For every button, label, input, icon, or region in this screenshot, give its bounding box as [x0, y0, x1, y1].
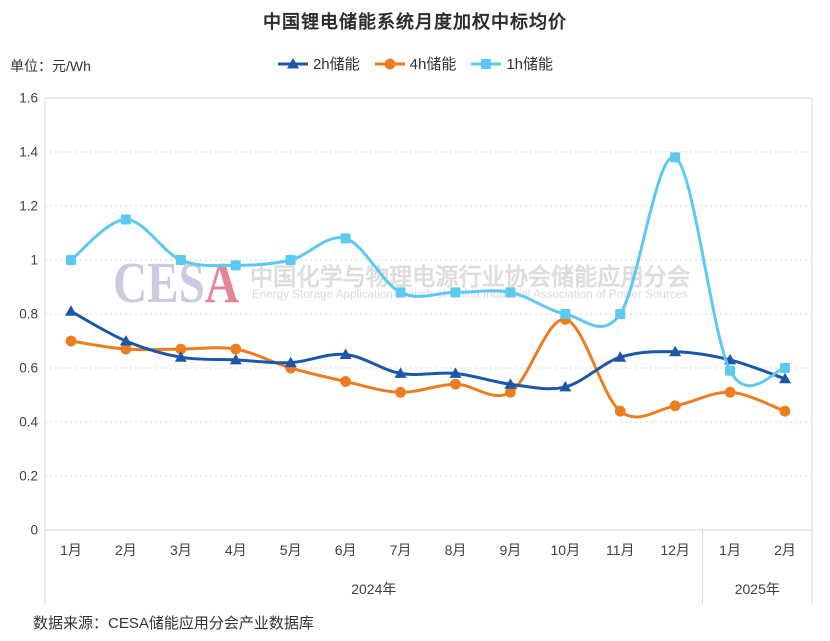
- data-point-circle: [669, 400, 681, 412]
- unit-label: 单位：元/Wh: [10, 58, 91, 74]
- data-point-circle: [340, 376, 352, 387]
- chart-title: 中国锂电储能系统月度加权中标均价: [263, 12, 567, 32]
- data-point-triangle: [614, 351, 627, 362]
- legend-4h-marker-icon: [374, 58, 405, 69]
- data-point-triangle: [559, 380, 572, 392]
- x-tick-label: 8月: [445, 542, 467, 558]
- series-2h: [65, 305, 791, 392]
- x-tick-label: 3月: [170, 542, 192, 558]
- x-tick-label: 6月: [335, 542, 357, 558]
- data-point-circle: [120, 343, 132, 355]
- year-group-label: 2024年: [351, 581, 396, 597]
- cesa-logo-text: CESA: [113, 250, 239, 315]
- data-point-square: [230, 260, 241, 271]
- legend-label: 2h储能: [312, 56, 360, 73]
- data-point-circle: [175, 343, 187, 355]
- data-point-square: [780, 363, 790, 373]
- x-tick-label: 1月: [719, 542, 741, 558]
- legend-1h-marker-icon: [471, 58, 502, 69]
- price-line-chart: 0 0.2 0.4 0.6 0.8 1 1.2 1.4 1.6 CESA 中国化学与物理电源行业协会…: [19, 91, 813, 604]
- x-tick-label: 11月: [606, 542, 635, 558]
- data-point-square: [120, 214, 131, 225]
- y-tick-label: 0.8: [19, 307, 38, 322]
- data-point-circle: [230, 343, 242, 355]
- x-tick-label: 2月: [115, 542, 137, 558]
- x-tick-label: 4月: [225, 542, 247, 558]
- legend-label: 1h储能: [506, 56, 554, 73]
- data-point-square: [285, 255, 296, 265]
- y-tick-label: 1: [30, 253, 38, 268]
- data-point-triangle: [669, 345, 682, 357]
- data-point-square: [505, 287, 516, 298]
- data-point-triangle: [174, 351, 187, 362]
- x-tick-label: 9月: [499, 542, 521, 558]
- y-tick-label: 0.6: [19, 361, 38, 376]
- y-tick-label: 0.4: [19, 415, 38, 430]
- data-point-triangle: [339, 348, 352, 359]
- y-tick-label: 1.2: [19, 199, 38, 214]
- data-point-triangle: [65, 305, 77, 316]
- data-point-triangle: [229, 353, 242, 365]
- legend-item-1h: 1h储能: [470, 53, 553, 74]
- data-point-square: [670, 152, 681, 163]
- watermark-en-text: Energy Storage Application Branch of Chi…: [252, 289, 688, 301]
- legend-label: 4h储能: [409, 56, 457, 73]
- data-point-circle: [614, 405, 626, 417]
- legend-item-2h: 2h储能: [277, 53, 360, 74]
- x-tick-label: 7月: [390, 542, 412, 558]
- data-point-triangle: [286, 57, 299, 68]
- data-point-square: [615, 309, 626, 319]
- y-tick-label: 1.6: [19, 91, 38, 106]
- x-tick-label: 5月: [280, 542, 302, 558]
- data-point-square: [725, 365, 736, 376]
- data-point-square: [481, 58, 492, 69]
- y-tick-label: 0.2: [19, 469, 38, 484]
- data-point-circle: [65, 335, 77, 347]
- data-point-circle: [450, 378, 461, 390]
- data-point-circle: [504, 386, 516, 398]
- data-point-square: [560, 309, 571, 319]
- data-point-circle: [395, 386, 406, 398]
- data-point-square: [340, 233, 351, 244]
- data-point-triangle: [779, 372, 791, 384]
- data-point-triangle: [119, 335, 132, 346]
- y-tick-label: 1.4: [19, 145, 38, 160]
- data-point-circle: [384, 58, 396, 69]
- data-point-triangle: [449, 367, 462, 378]
- data-source: 数据来源：CESA储能应用分会产业数据库: [33, 615, 314, 632]
- data-point-square: [395, 287, 406, 298]
- data-point-circle: [779, 405, 791, 417]
- data-point-circle: [724, 386, 736, 398]
- x-tick-label: 12月: [660, 542, 690, 558]
- data-point-triangle: [284, 356, 297, 368]
- legend-item-4h: 4h储能: [374, 53, 457, 74]
- series-1h: [66, 152, 790, 388]
- legend-2h-marker-icon: [277, 57, 308, 68]
- y-tick-label: 0: [30, 523, 38, 538]
- data-point-square: [175, 255, 186, 265]
- series-2h-line: [69, 309, 787, 391]
- data-point-square: [66, 255, 76, 265]
- data-point-triangle: [394, 367, 407, 378]
- legend: 2h储能 4h储能 1h储能: [0, 53, 830, 74]
- data-point-triangle: [504, 378, 517, 389]
- year-group-label: 2025年: [735, 581, 780, 597]
- x-tick-label: 2月: [774, 542, 796, 558]
- x-tick-label: 1月: [60, 542, 82, 558]
- x-tick-label: 10月: [551, 542, 581, 558]
- watermark-cn-text: 中国化学与物理电源行业协会储能应用分会: [250, 263, 690, 291]
- data-point-square: [450, 287, 461, 298]
